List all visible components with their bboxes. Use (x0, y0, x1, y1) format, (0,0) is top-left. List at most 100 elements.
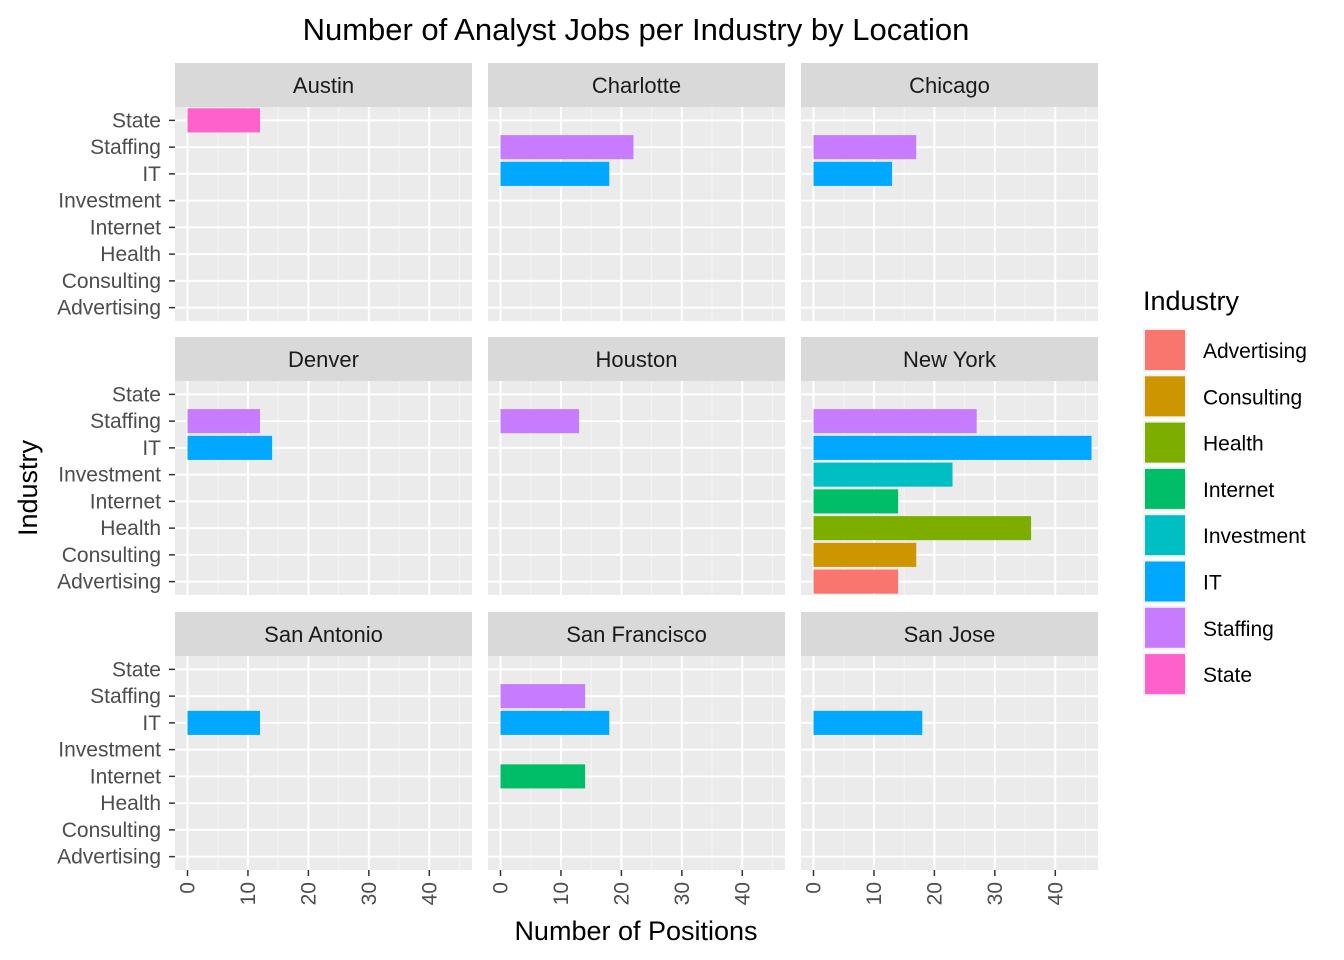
legend-label: Consulting (1203, 386, 1302, 409)
bar-new-york-health (813, 516, 1032, 541)
y-tick-label: Internet (90, 765, 161, 788)
facet-strip-label: Charlotte (592, 73, 681, 98)
legend-label: Investment (1203, 525, 1306, 548)
legend-key-internet (1145, 468, 1185, 509)
y-tick-label: Staffing (90, 410, 161, 433)
x-tick-label: 20 (297, 882, 320, 905)
x-tick-label: 20 (610, 882, 633, 905)
facet-strip (175, 63, 472, 107)
facet-san-jose: San Jose 0 10 20 30 40 (801, 612, 1098, 905)
legend-key-consulting (1145, 376, 1185, 417)
y-tick-label: Internet (90, 490, 161, 513)
legend-label: Advertising (1203, 340, 1307, 363)
x-tick-label: 20 (923, 882, 946, 905)
y-axis-title: Industry (13, 439, 43, 536)
y-tick-label: Consulting (62, 819, 161, 842)
legend-label: Health (1203, 433, 1264, 456)
facet-strip-label: Austin (293, 73, 354, 98)
facet-strip (801, 612, 1098, 656)
facet-strip (175, 337, 472, 381)
legend-label: Internet (1203, 479, 1274, 502)
legend-key-it (1145, 561, 1185, 602)
facet-houston: Houston (488, 337, 785, 595)
facet-strip-label: San Antonio (264, 622, 383, 647)
x-tick-label: 10 (863, 882, 886, 905)
bar-san-francisco-staffing (500, 684, 586, 709)
y-tick-label: State (112, 383, 161, 406)
bar-chicago-staffing (813, 135, 917, 160)
facet-strip (801, 63, 1098, 107)
y-tick-label: Staffing (90, 136, 161, 159)
y-tick-label: Advertising (57, 846, 161, 869)
y-tick-label: Investment (58, 464, 161, 487)
facet-new-york: New York (801, 337, 1098, 595)
facet-san-francisco: San Francisco 0 10 20 30 40 (488, 612, 785, 905)
x-tick-label: 10 (550, 882, 573, 905)
panel-background (801, 656, 1098, 870)
y-tick-label: IT (142, 163, 161, 186)
y-tick-label: Advertising (57, 297, 161, 320)
legend-label: IT (1203, 572, 1222, 595)
y-tick-label: Internet (90, 216, 161, 239)
x-tick-label: 0 (803, 882, 826, 894)
bar-new-york-staffing (813, 409, 977, 434)
facet-strip (175, 612, 472, 656)
y-tick-label: Advertising (57, 571, 161, 594)
legend-key-staffing (1145, 607, 1185, 648)
facet-strip (801, 337, 1098, 381)
bar-chicago-it (813, 161, 893, 186)
y-tick-label: Health (100, 792, 161, 815)
chart-title: Number of Analyst Jobs per Industry by L… (303, 12, 970, 47)
bar-san-jose-it (813, 710, 923, 735)
facet-denver: Denver Advertising Consulting Health Interne… (57, 337, 472, 595)
bar-denver-staffing (187, 409, 261, 434)
bar-new-york-investment (813, 462, 953, 487)
y-tick-label: Consulting (62, 270, 161, 293)
bar-san-francisco-it (500, 710, 610, 735)
y-tick-label: Staffing (90, 685, 161, 708)
y-tick-label: Investment (58, 739, 161, 762)
facet-panels: Austin Advertising Consulting Health Interne… (57, 63, 1098, 905)
y-tick-label: Investment (58, 190, 161, 213)
x-tick-label: 40 (418, 882, 441, 905)
bar-houston-staffing (500, 409, 580, 434)
x-axis-title: Number of Positions (514, 916, 757, 946)
legend-key-health (1145, 422, 1185, 463)
bar-new-york-internet (813, 489, 899, 514)
facet-strip-label: Chicago (909, 73, 990, 98)
x-tick-label: 10 (237, 882, 260, 905)
legend-key-state (1145, 654, 1185, 695)
x-tick-label: 30 (984, 882, 1007, 905)
facet-strip-label: New York (903, 347, 997, 372)
facet-strip-label: Denver (288, 347, 359, 372)
facet-chicago: Chicago (801, 63, 1098, 321)
y-tick-label: Health (100, 243, 161, 266)
x-tick-label: 0 (177, 882, 200, 894)
x-tick-label: 40 (1044, 882, 1067, 905)
bar-charlotte-it (500, 161, 610, 186)
x-tick-label: 0 (490, 882, 513, 894)
legend-key-investment (1145, 515, 1185, 556)
facet-strip-label: San Francisco (566, 622, 707, 647)
facet-austin: Austin Advertising Consulting Health Interne… (57, 63, 472, 321)
panel-background (175, 107, 472, 321)
bar-austin-state (187, 108, 261, 133)
y-tick-label: State (112, 658, 161, 681)
legend: Industry Advertising Consulting Health Inte… (1143, 286, 1307, 697)
facet-strip-label: Houston (596, 347, 678, 372)
bar-new-york-advertising (813, 569, 899, 594)
x-tick-label: 40 (731, 882, 754, 905)
bar-san-francisco-internet (500, 764, 586, 789)
bar-new-york-it (813, 435, 1092, 460)
facet-charlotte: Charlotte (488, 63, 785, 321)
legend-key-advertising (1145, 330, 1185, 370)
bar-denver-it (187, 435, 273, 460)
y-tick-label: State (112, 109, 161, 132)
facet-strip-label: San Jose (904, 622, 996, 647)
y-tick-label: IT (142, 437, 161, 460)
y-tick-label: Health (100, 517, 161, 540)
x-tick-label: 30 (671, 882, 694, 905)
bar-san-antonio-it (187, 710, 261, 735)
